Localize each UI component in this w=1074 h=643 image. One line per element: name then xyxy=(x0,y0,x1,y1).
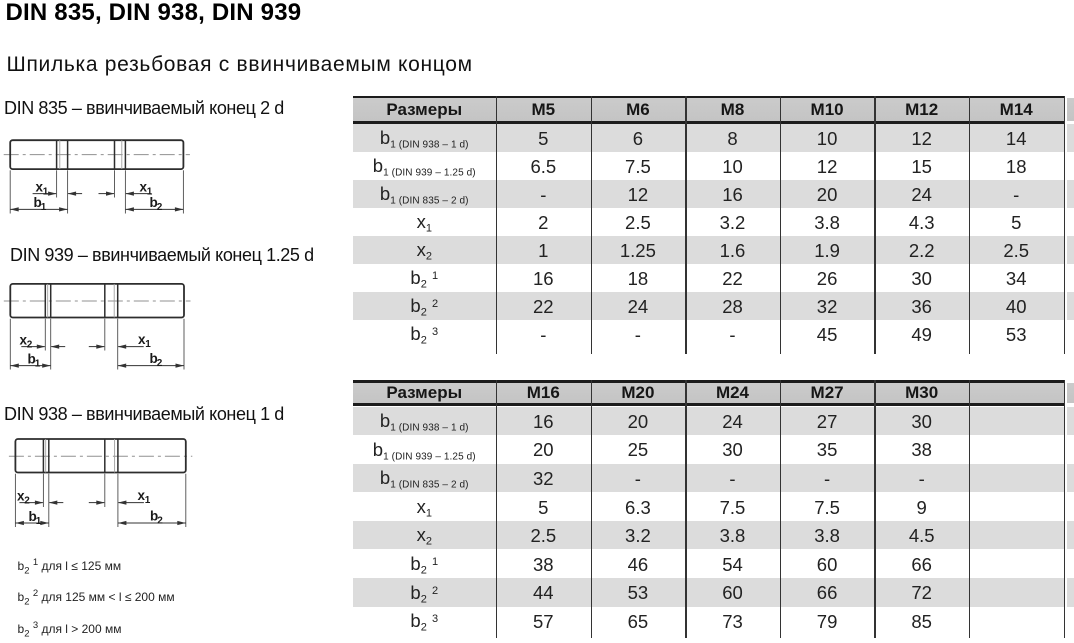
svg-text:x: x xyxy=(20,332,28,347)
svg-text:b: b xyxy=(150,195,158,210)
svg-text:b: b xyxy=(28,351,36,366)
svg-text:x: x xyxy=(140,179,148,194)
svg-text:1: 1 xyxy=(35,358,41,369)
svg-text:b: b xyxy=(29,509,37,524)
svg-text:x: x xyxy=(17,488,25,503)
svg-text:2: 2 xyxy=(27,339,33,350)
svg-text:b: b xyxy=(150,351,158,366)
svg-text:1: 1 xyxy=(145,495,151,506)
svg-text:x: x xyxy=(138,488,146,503)
svg-text:b: b xyxy=(150,509,158,524)
svg-text:b: b xyxy=(34,195,42,210)
svg-text:2: 2 xyxy=(24,495,30,506)
svg-text:1: 1 xyxy=(145,339,151,350)
svg-text:2: 2 xyxy=(157,358,163,369)
svg-text:x: x xyxy=(138,332,146,347)
svg-text:1: 1 xyxy=(43,186,49,197)
svg-text:1: 1 xyxy=(41,202,47,213)
svg-text:x: x xyxy=(36,179,44,194)
svg-text:1: 1 xyxy=(147,186,153,197)
svg-text:2: 2 xyxy=(157,516,163,527)
svg-text:2: 2 xyxy=(157,202,163,213)
svg-text:1: 1 xyxy=(36,516,42,527)
